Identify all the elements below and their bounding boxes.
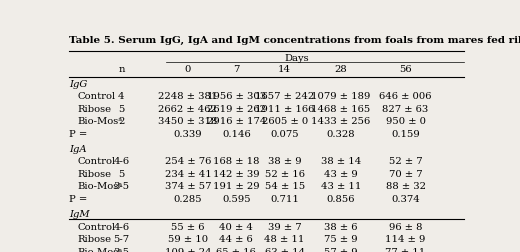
Text: 0: 0: [185, 65, 191, 74]
Text: 14: 14: [278, 65, 291, 74]
Text: 5: 5: [118, 105, 125, 114]
Text: Control: Control: [78, 223, 116, 232]
Text: 63 ± 14: 63 ± 14: [265, 247, 305, 252]
Text: 38 ± 9: 38 ± 9: [268, 158, 302, 166]
Text: IgG: IgG: [69, 80, 87, 89]
Text: 44 ± 6: 44 ± 6: [219, 235, 253, 244]
Text: P =: P =: [69, 130, 87, 139]
Text: 827 ± 63: 827 ± 63: [382, 105, 428, 114]
Text: 1079 ± 189: 1079 ± 189: [311, 92, 371, 101]
Text: 57 ± 9: 57 ± 9: [324, 247, 358, 252]
Text: 54 ± 15: 54 ± 15: [265, 182, 305, 191]
Text: 3-5: 3-5: [113, 182, 129, 191]
Text: 77 ± 11: 77 ± 11: [385, 247, 426, 252]
Text: 5: 5: [118, 170, 125, 179]
Text: 75 ± 9: 75 ± 9: [324, 235, 358, 244]
Text: 4-6: 4-6: [113, 158, 129, 166]
Text: Bio-Mosᵃ: Bio-Mosᵃ: [78, 247, 123, 252]
Text: 0.856: 0.856: [327, 195, 355, 204]
Text: 950 ± 0: 950 ± 0: [385, 117, 425, 126]
Text: 0.595: 0.595: [222, 195, 251, 204]
Text: 4-6: 4-6: [113, 223, 129, 232]
Text: 38 ± 14: 38 ± 14: [321, 158, 361, 166]
Text: 142 ± 39: 142 ± 39: [213, 170, 259, 179]
Text: 168 ± 18: 168 ± 18: [213, 158, 259, 166]
Text: 0.159: 0.159: [391, 130, 420, 139]
Text: 374 ± 57: 374 ± 57: [165, 182, 211, 191]
Text: Days: Days: [284, 54, 309, 64]
Text: 646 ± 006: 646 ± 006: [379, 92, 432, 101]
Text: 40 ± 4: 40 ± 4: [219, 223, 253, 232]
Text: 1956 ± 303: 1956 ± 303: [207, 92, 266, 101]
Text: 59 ± 10: 59 ± 10: [168, 235, 208, 244]
Text: 1468 ± 165: 1468 ± 165: [311, 105, 371, 114]
Text: 3-5: 3-5: [113, 247, 129, 252]
Text: 0.075: 0.075: [270, 130, 299, 139]
Text: 1433 ± 256: 1433 ± 256: [311, 117, 371, 126]
Text: Bio-Mosᵃ: Bio-Mosᵃ: [78, 182, 123, 191]
Text: 96 ± 8: 96 ± 8: [389, 223, 422, 232]
Text: 2662 ± 462: 2662 ± 462: [159, 105, 217, 114]
Text: Control: Control: [78, 92, 116, 101]
Text: 52 ± 7: 52 ± 7: [389, 158, 422, 166]
Text: 0.374: 0.374: [391, 195, 420, 204]
Text: 43 ± 9: 43 ± 9: [324, 170, 358, 179]
Text: 39 ± 7: 39 ± 7: [268, 223, 302, 232]
Text: 254 ± 76: 254 ± 76: [165, 158, 211, 166]
Text: 109 ± 24: 109 ± 24: [165, 247, 211, 252]
Text: 234 ± 41: 234 ± 41: [164, 170, 211, 179]
Text: 1911 ± 166: 1911 ± 166: [255, 105, 314, 114]
Text: 88 ± 32: 88 ± 32: [385, 182, 425, 191]
Text: 2248 ± 381: 2248 ± 381: [158, 92, 217, 101]
Text: 2605 ± 0: 2605 ± 0: [262, 117, 308, 126]
Text: 56: 56: [399, 65, 412, 74]
Text: 1657 ± 242: 1657 ± 242: [255, 92, 314, 101]
Text: 2: 2: [118, 117, 125, 126]
Text: Ribose: Ribose: [78, 105, 112, 114]
Text: 2619 ± 262: 2619 ± 262: [207, 105, 266, 114]
Text: Table 5. Serum IgG, IgA and IgM concentrations from foals from mares fed ribose : Table 5. Serum IgG, IgA and IgM concentr…: [69, 36, 520, 45]
Text: 114 ± 9: 114 ± 9: [385, 235, 426, 244]
Text: Bio-Mosᵃ: Bio-Mosᵃ: [78, 117, 123, 126]
Text: 5-7: 5-7: [113, 235, 129, 244]
Text: 0.711: 0.711: [270, 195, 299, 204]
Text: 7: 7: [233, 65, 240, 74]
Text: 0.146: 0.146: [222, 130, 251, 139]
Text: IgA: IgA: [69, 145, 87, 154]
Text: 0.328: 0.328: [327, 130, 355, 139]
Text: 4: 4: [118, 92, 125, 101]
Text: 65 ± 16: 65 ± 16: [216, 247, 256, 252]
Text: 191 ± 29: 191 ± 29: [213, 182, 259, 191]
Text: 43 ± 11: 43 ± 11: [321, 182, 361, 191]
Text: 70 ± 7: 70 ± 7: [389, 170, 422, 179]
Text: 28: 28: [335, 65, 347, 74]
Text: Control: Control: [78, 158, 116, 166]
Text: Ribose: Ribose: [78, 235, 112, 244]
Text: 2916 ± 174: 2916 ± 174: [206, 117, 266, 126]
Text: n: n: [118, 65, 125, 74]
Text: IgM: IgM: [69, 210, 89, 219]
Text: 38 ± 6: 38 ± 6: [324, 223, 358, 232]
Text: 48 ± 11: 48 ± 11: [265, 235, 305, 244]
Text: 52 ± 16: 52 ± 16: [265, 170, 305, 179]
Text: 0.285: 0.285: [174, 195, 202, 204]
Text: P =: P =: [69, 195, 87, 204]
Text: 0.339: 0.339: [174, 130, 202, 139]
Text: Ribose: Ribose: [78, 170, 112, 179]
Text: 3450 ± 318: 3450 ± 318: [158, 117, 217, 126]
Text: 55 ± 6: 55 ± 6: [171, 223, 205, 232]
